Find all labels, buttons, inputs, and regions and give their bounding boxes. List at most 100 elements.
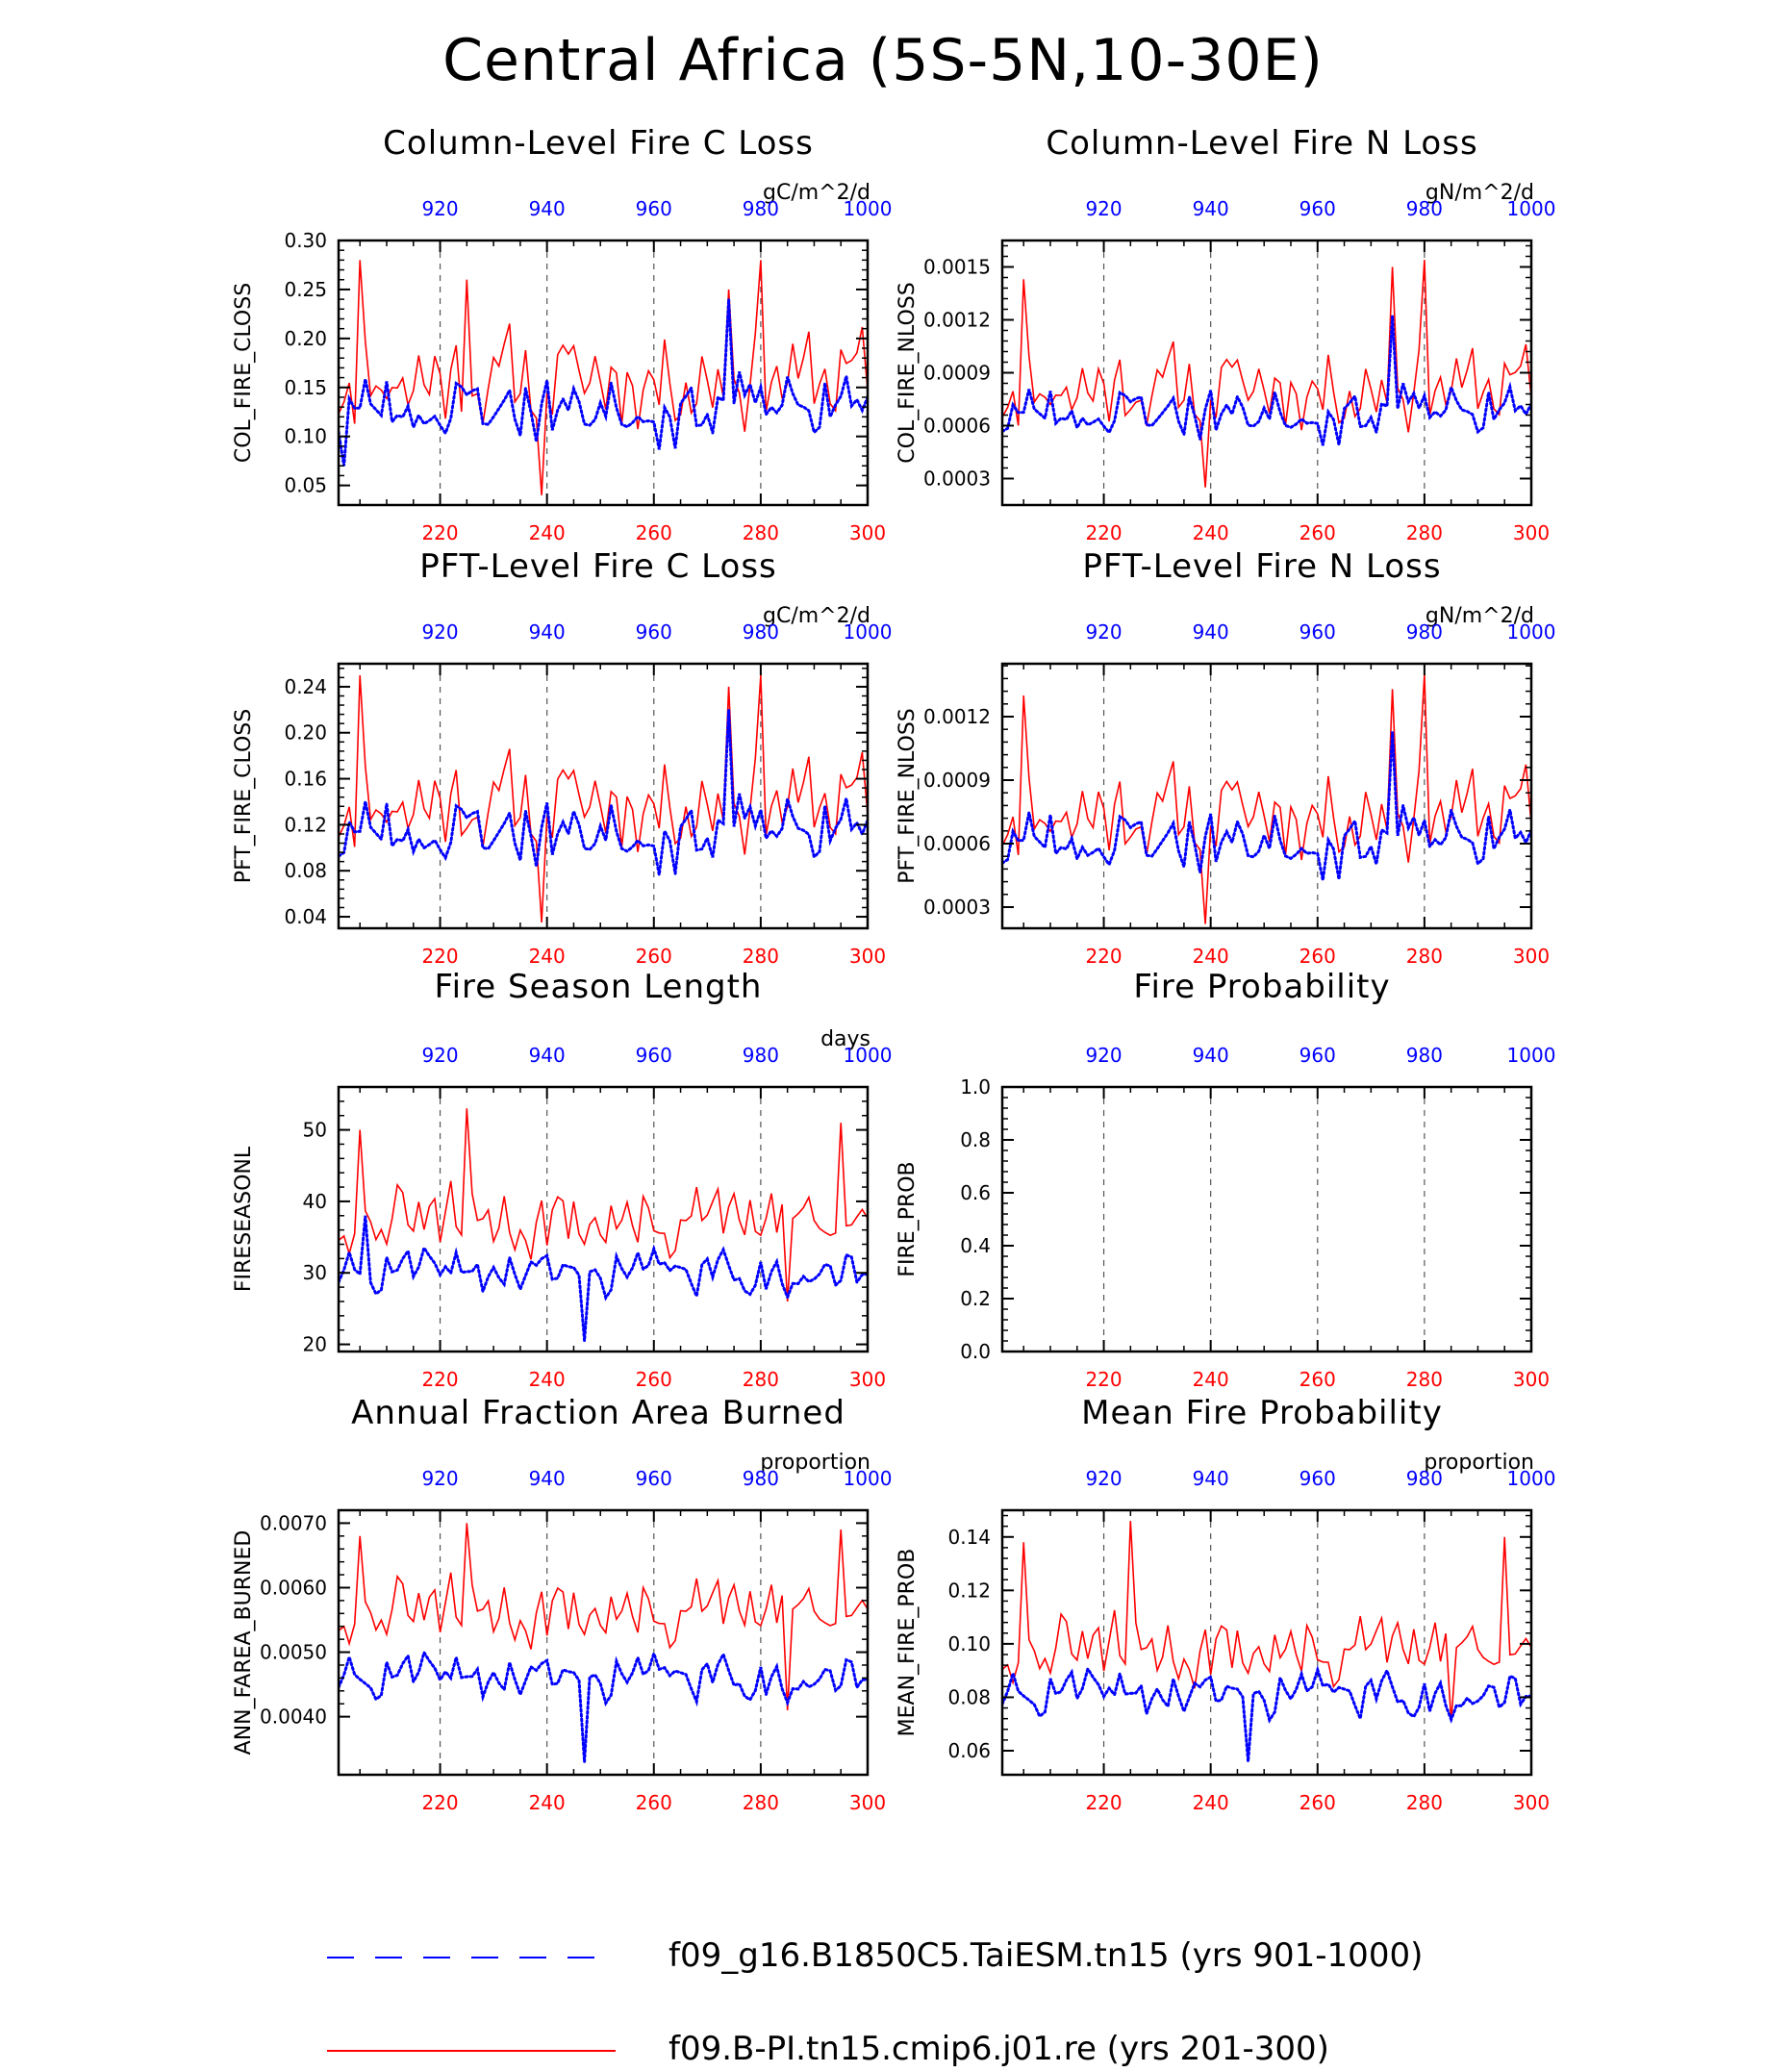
y-tick-label: 0.06 [947,1739,991,1762]
y-axis-label: FIRE_PROB [896,1161,920,1276]
x-top-tick-label: 960 [636,1044,672,1067]
x-top-tick-label: 980 [1406,1467,1443,1490]
x-top-tick-label: 1000 [1507,1044,1556,1067]
x-bottom-tick-label: 280 [743,521,779,544]
x-top-tick-label: 920 [421,197,458,220]
x-top-tick-label: 920 [421,1467,458,1490]
x-bottom-tick-label: 240 [1193,1368,1229,1391]
units-label: proportion [760,1451,870,1475]
x-top-tick-label: 940 [529,1467,566,1490]
y-tick-label: 0.04 [284,905,327,928]
legend-swatch-taiesm [327,1957,616,1958]
y-tick-label: 0.0 [960,1340,991,1363]
y-tick-label: 0.0070 [260,1511,327,1534]
x-bottom-tick-label: 260 [1299,521,1336,544]
x-top-tick-label: 940 [1193,1467,1229,1490]
y-tick-label: 0.20 [284,327,327,350]
x-top-tick-label: 940 [529,620,566,644]
y-axis-label: COL_FIRE_CLOSS [232,283,256,463]
y-tick-label: 0.0050 [260,1641,327,1664]
x-bottom-tick-label: 240 [529,1791,566,1814]
x-bottom-tick-label: 220 [421,521,458,544]
y-tick-label: 0.0040 [260,1706,327,1729]
panel-title: Annual Fraction Area Burned [351,1394,845,1432]
y-tick-label: 0.0006 [923,832,991,855]
y-tick-label: 0.14 [947,1526,991,1549]
y-tick-label: 30 [303,1261,327,1284]
plot-frame [337,239,870,507]
x-bottom-tick-label: 240 [1193,521,1229,544]
y-tick-label: 0.10 [947,1632,991,1655]
x-top-tick-label: 980 [743,197,779,220]
x-bottom-tick-label: 220 [1085,1791,1122,1814]
units-label: gC/m^2/d [763,604,870,628]
y-axis-label: MEAN_FIRE_PROB [896,1549,920,1737]
plot-frame [337,662,870,930]
x-bottom-tick-label: 260 [1299,1368,1336,1391]
y-axis-label: ANN_FAREA_BURNED [232,1530,256,1756]
y-axis-label: COL_FIRE_NLOSS [896,282,920,463]
x-top-tick-label: 1000 [844,197,893,220]
x-bottom-tick-label: 300 [1513,945,1550,968]
panel-title: Fire Season Length [435,968,763,1006]
x-bottom-tick-label: 280 [1406,521,1443,544]
x-bottom-tick-label: 240 [529,945,566,968]
x-bottom-tick-label: 220 [421,1791,458,1814]
taiesm-series-line [339,709,868,875]
x-top-tick-label: 980 [1406,1044,1443,1067]
x-bottom-tick-label: 220 [1085,1368,1122,1391]
y-tick-label: 0.24 [284,675,327,698]
x-top-tick-label: 1000 [1507,620,1556,644]
x-bottom-tick-label: 220 [1085,521,1122,544]
x-top-tick-label: 980 [1406,620,1443,644]
panel-7: Annual Fraction Area Burned proportion 0.0… [232,1394,892,1814]
taiesm-series-line [339,1649,868,1762]
x-bottom-tick-label: 300 [849,521,886,544]
panel-title: Column-Level Fire C Loss [383,124,814,163]
x-bottom-tick-label: 280 [1406,1368,1443,1391]
x-top-tick-label: 920 [1085,620,1122,644]
x-top-tick-label: 960 [636,1467,672,1490]
y-tick-label: 40 [303,1190,327,1213]
cmip6-series-line [339,1523,868,1710]
y-tick-label: 0.10 [284,425,327,448]
y-tick-label: 0.6 [960,1181,991,1204]
x-top-tick-label: 920 [421,620,458,644]
x-top-tick-label: 980 [743,620,779,644]
cmip6-series-line [339,674,868,923]
plot-frame [1000,1085,1533,1353]
y-tick-label: 0.16 [284,768,327,791]
legend-swatch-cmip6 [327,2050,616,2052]
panel-title: Column-Level Fire N Loss [1046,124,1477,163]
cmip6-series-line [339,1108,868,1302]
y-tick-label: 0.0012 [923,309,991,332]
x-bottom-tick-label: 260 [636,1791,672,1814]
x-top-tick-label: 960 [636,197,672,220]
y-tick-label: 0.0060 [260,1576,327,1599]
y-tick-label: 0.0003 [923,467,991,491]
units-label: days [820,1027,870,1051]
panel-8: Mean Fire Probability proportion 0.14 0.12 0… [896,1394,1555,1814]
x-top-tick-label: 1000 [844,1467,893,1490]
y-axis-label: PFT_FIRE_NLOSS [896,708,920,883]
x-bottom-tick-label: 260 [636,1368,672,1391]
x-top-tick-label: 1000 [844,620,893,644]
x-bottom-tick-label: 260 [1299,945,1336,968]
units-label: gN/m^2/d [1425,181,1534,205]
panel-1: Column-Level Fire C Loss gC/m^2/d 0.30 0.25… [232,124,892,544]
y-tick-label: 0.8 [960,1128,991,1151]
y-tick-label: 20 [303,1333,327,1356]
cmip6-series-line [1002,673,1531,924]
taiesm-series-line [1002,731,1531,881]
x-top-tick-label: 940 [1193,197,1229,220]
x-bottom-tick-label: 280 [1406,945,1443,968]
legend-label-taiesm: f09_g16.B1850C5.TaiESM.tn15 (yrs 901-100… [669,1936,1424,1975]
x-top-tick-label: 920 [1085,197,1122,220]
y-tick-label: 0.08 [947,1685,991,1708]
y-axis-label: FIRESEASONL [232,1146,256,1292]
panel-4: PFT-Level Fire N Loss gN/m^2/d 0.0012 0.000… [896,547,1555,968]
cmip6-series-line [1002,260,1531,488]
x-top-tick-label: 980 [743,1467,779,1490]
y-tick-label: 0.4 [960,1234,991,1257]
x-top-tick-label: 960 [1299,1467,1336,1490]
